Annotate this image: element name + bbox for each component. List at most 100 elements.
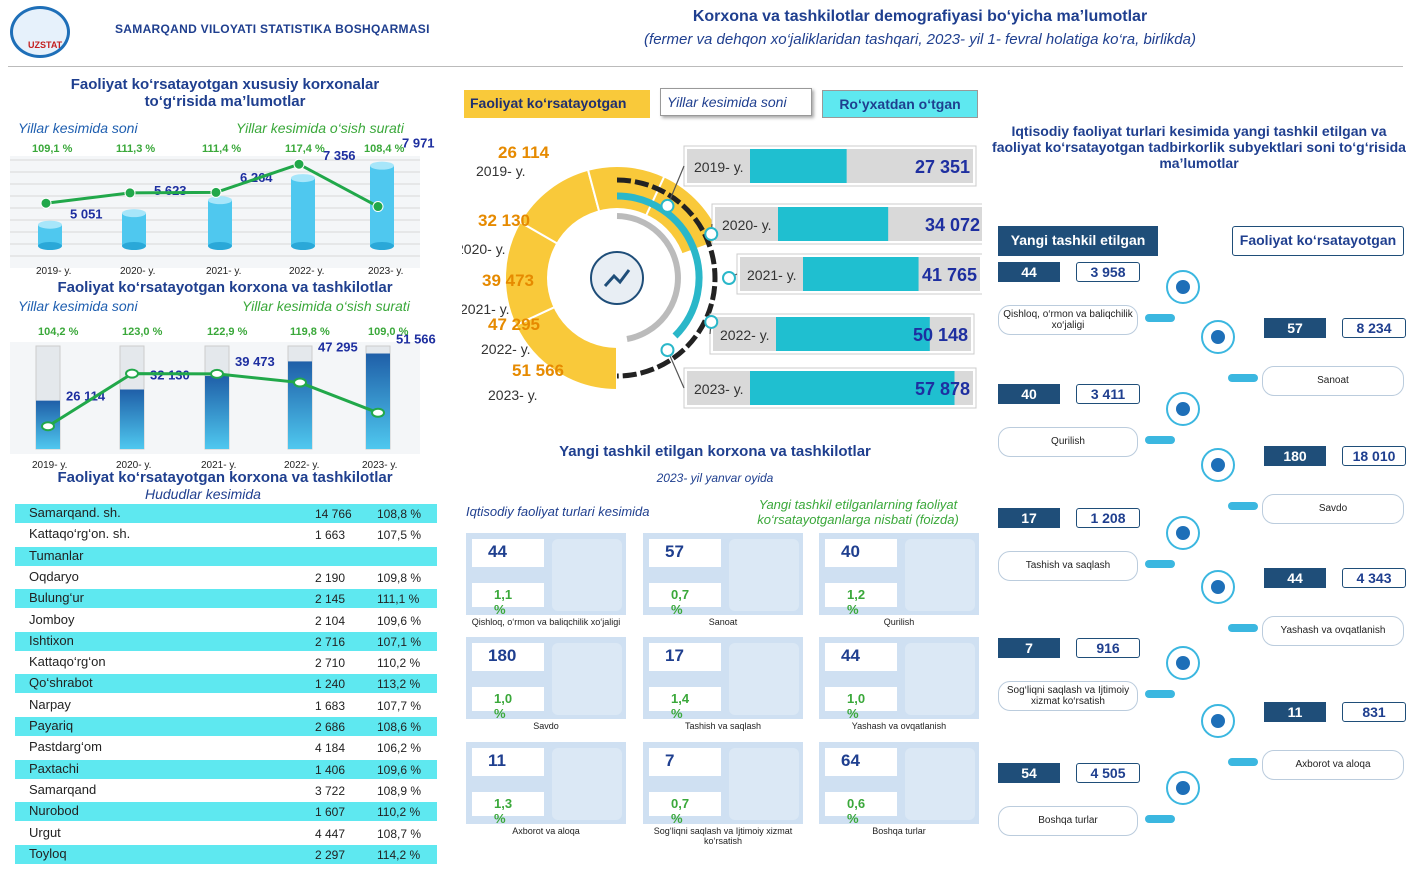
region-name: Tumanlar — [29, 547, 84, 563]
chart2-right-label: Yillar kesimida o‘sish surati — [242, 298, 410, 314]
chart2-bar — [120, 389, 144, 449]
chart1-bar — [291, 178, 315, 246]
radial-inner-arc — [616, 213, 681, 342]
sector-label: Savdo — [1262, 494, 1404, 524]
activity-illustration-icon — [729, 539, 799, 611]
logo-text: UZSTAT — [28, 40, 63, 50]
region-name: Pastdarg‘om — [29, 739, 102, 755]
organization-name: SAMARQAND VILOYATI STATISTIKA BOSHQARMAS… — [115, 22, 430, 36]
chart1-bar-top — [370, 161, 394, 170]
region-name: Kattaqo‘rg‘on — [29, 654, 106, 670]
chart2-growth-label: 119,8 % — [290, 326, 330, 338]
pie-year-label: 2023- y. — [488, 387, 538, 403]
region-row: Oqdaryo 2 190 109,8 % — [15, 568, 437, 587]
region-row: Kattaqo‘rg‘on. sh. 1 663 107,5 % — [15, 525, 437, 544]
sector-label: Sog‘liqni saqlash va Ijtimoiy xizmat ko‘… — [998, 681, 1138, 711]
region-row: Qo‘shrabot 1 240 113,2 % — [15, 674, 437, 694]
chart1-bar-base — [208, 242, 232, 250]
chart1-value-label: 7 971 — [402, 138, 435, 151]
new-orgs-left-label: Iqtisodiy faoliyat turlari kesimida — [466, 504, 650, 519]
connector-pill — [1145, 560, 1175, 568]
region-growth: 106,2 % — [377, 741, 422, 756]
new-orgs-title: Yangi tashkil etilgan korxona va tashkil… — [559, 443, 871, 460]
active-count: 831 — [1342, 702, 1406, 722]
connector-pill — [1145, 436, 1175, 444]
chart2-bar — [205, 375, 229, 449]
activity-card: 44 1,1 % — [466, 533, 626, 617]
chart1-growth-point — [124, 187, 136, 199]
radial-outer-arc — [616, 177, 718, 379]
registered-year-label: 2019- y. — [694, 159, 744, 175]
region-value: 1 607 — [315, 805, 346, 820]
card-ratio: 0,7 % — [649, 583, 721, 617]
card-ratio: 1,2 % — [825, 583, 897, 617]
connector-pill — [1145, 690, 1175, 698]
connector-pill — [1228, 374, 1258, 382]
chart2-year-label: 2020- y. — [116, 460, 151, 471]
region-name: Qo‘shrabot — [29, 675, 93, 691]
region-row: Toyloq 2 297 114,2 % — [15, 844, 437, 864]
region-name: Ishtixon — [29, 632, 74, 648]
chart1-year-label: 2023- y. — [368, 266, 403, 277]
region-row: Pastdarg‘om 4 184 106,2 % — [15, 738, 437, 757]
active-count: 4 505 — [1076, 763, 1140, 783]
connector-pill — [1228, 624, 1258, 632]
region-growth: 109,6 % — [377, 613, 422, 628]
region-value: 4 447 — [315, 826, 346, 841]
new-orgs-right-label: Yangi tashkil etilganlarning faoliyat ko… — [757, 497, 959, 527]
growth-arrow-icon — [603, 269, 631, 288]
card-count: 44 — [825, 643, 897, 671]
connector-dot — [704, 227, 719, 242]
chart1-bar-base — [291, 242, 315, 250]
card-label: Sog‘liqni saqlash va Ijtimoiy xizmat ko‘… — [653, 826, 793, 846]
region-row: Urgut 4 447 108,7 % — [15, 824, 437, 843]
card-label: Axborot va aloqa — [512, 826, 580, 836]
region-value: 1 663 — [315, 528, 346, 543]
region-value: 1 683 — [315, 698, 346, 713]
right-panel-title: Iqtisodiy faoliyat turlari kesimida yang… — [992, 123, 1406, 171]
registered-value-label: 50 148 — [913, 325, 968, 345]
connector-dot — [722, 271, 736, 285]
card-label: Qishloq, o‘rmon va baliqchilik xo‘jaligi — [471, 617, 621, 627]
registered-year-label: 2020- y. — [722, 217, 772, 233]
card-ratio: 0,7 % — [649, 792, 721, 826]
card-label: Tashish va saqlash — [684, 721, 762, 731]
region-row: Ishtixon 2 716 107,1 % — [15, 631, 437, 651]
registered-value-label: 41 765 — [922, 265, 977, 285]
chart2-left-label: Yillar kesimida soni — [18, 298, 138, 314]
registered-year-label: 2021- y. — [747, 267, 797, 283]
chart1-bar-top — [38, 220, 62, 229]
chart2-growth-point — [371, 407, 385, 418]
activity-card: 7 0,7 % — [643, 742, 803, 826]
card-ratio: 1,0 % — [472, 687, 544, 721]
region-value: 3 722 — [315, 783, 346, 798]
chart1-growth-label: 111,4 % — [202, 143, 241, 155]
sector-icon — [1166, 392, 1200, 426]
chart1-growth-label: 117,4 % — [285, 143, 325, 155]
legend-active: Faoliyat ko‘rsatayotgan — [464, 90, 650, 118]
region-growth: 114,2 % — [377, 847, 421, 862]
chart2-growth-point — [293, 377, 307, 388]
new-count: 180 — [1264, 446, 1326, 466]
registered-year-label: 2022- y. — [720, 327, 770, 343]
registered-bar — [750, 149, 847, 183]
sector-icon — [1166, 771, 1200, 805]
card-label: Savdo — [533, 721, 559, 731]
sector-label: Yashash va ovqatlanish — [1262, 616, 1404, 646]
chart2-value-label: 26 114 — [66, 389, 106, 404]
chart2-year-label: 2021- y. — [201, 460, 236, 471]
column-new-header: Yangi tashkil etilgan — [998, 226, 1158, 256]
region-name: Nurobod — [29, 803, 79, 819]
region-value: 4 184 — [315, 741, 346, 756]
sector-icon — [1166, 516, 1200, 550]
sector-label: Axborot va aloqa — [1262, 750, 1404, 780]
registered-value-label: 57 878 — [915, 379, 970, 399]
active-count: 3 411 — [1076, 384, 1140, 404]
sector-icon — [1166, 646, 1200, 680]
activity-illustration-icon — [729, 748, 799, 820]
chart2-value-label: 51 566 — [396, 332, 436, 347]
region-growth: 110,2 % — [377, 805, 421, 820]
region-value: 14 766 — [315, 507, 352, 521]
